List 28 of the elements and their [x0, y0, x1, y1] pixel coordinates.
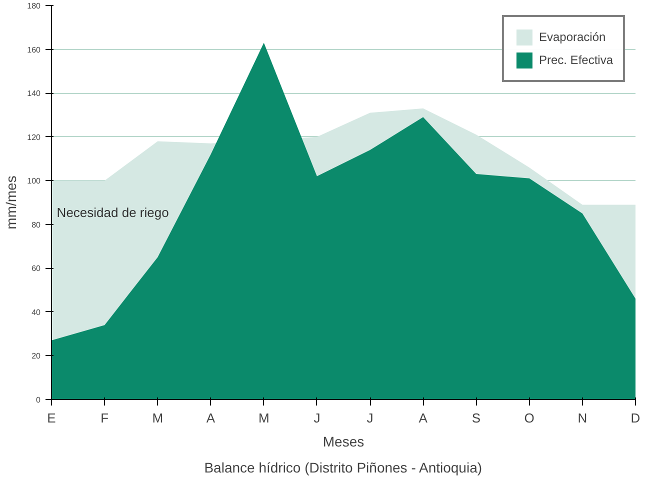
x-tick-label: E [47, 410, 56, 426]
text: Balance hídrico (Distrito Piñones - Antioquia) [204, 460, 482, 476]
x-tick-label: M [258, 410, 270, 426]
y-tick-label: 80 [32, 220, 42, 230]
y-tick-label: 0 [36, 396, 42, 404]
x-tick-label: O [524, 410, 534, 426]
x-tick-label: J [366, 410, 374, 426]
x-axis-title: Meses [322, 434, 364, 450]
x-tick-label: D [630, 410, 640, 426]
legend-label: Evaporación [538, 30, 606, 44]
legend-label: Prec. Efectiva [538, 53, 613, 67]
y-tick-label: 40 [32, 308, 42, 317]
x-tick-label: F [100, 410, 109, 426]
y-tick-label: 100 [27, 176, 42, 186]
y-tick-label: 60 [32, 264, 42, 274]
y-axis-title: mm/mes [3, 176, 20, 230]
x-tick-label: N [578, 410, 588, 426]
x-tick-label: A [418, 410, 428, 426]
annotation: Necesidad de riego [56, 205, 169, 220]
x-tick-label: S [472, 410, 481, 426]
x-tick-label: A [206, 410, 216, 426]
x-tick-label: M [152, 410, 164, 426]
y-tick-label: 120 [27, 132, 42, 142]
x-tick-label: J [314, 410, 320, 426]
y-tick-label: 140 [27, 89, 42, 98]
y-tick-label: 180 [27, 2, 42, 10]
y-tick-label: 160 [27, 45, 42, 54]
y-tick-label: 20 [32, 352, 42, 361]
